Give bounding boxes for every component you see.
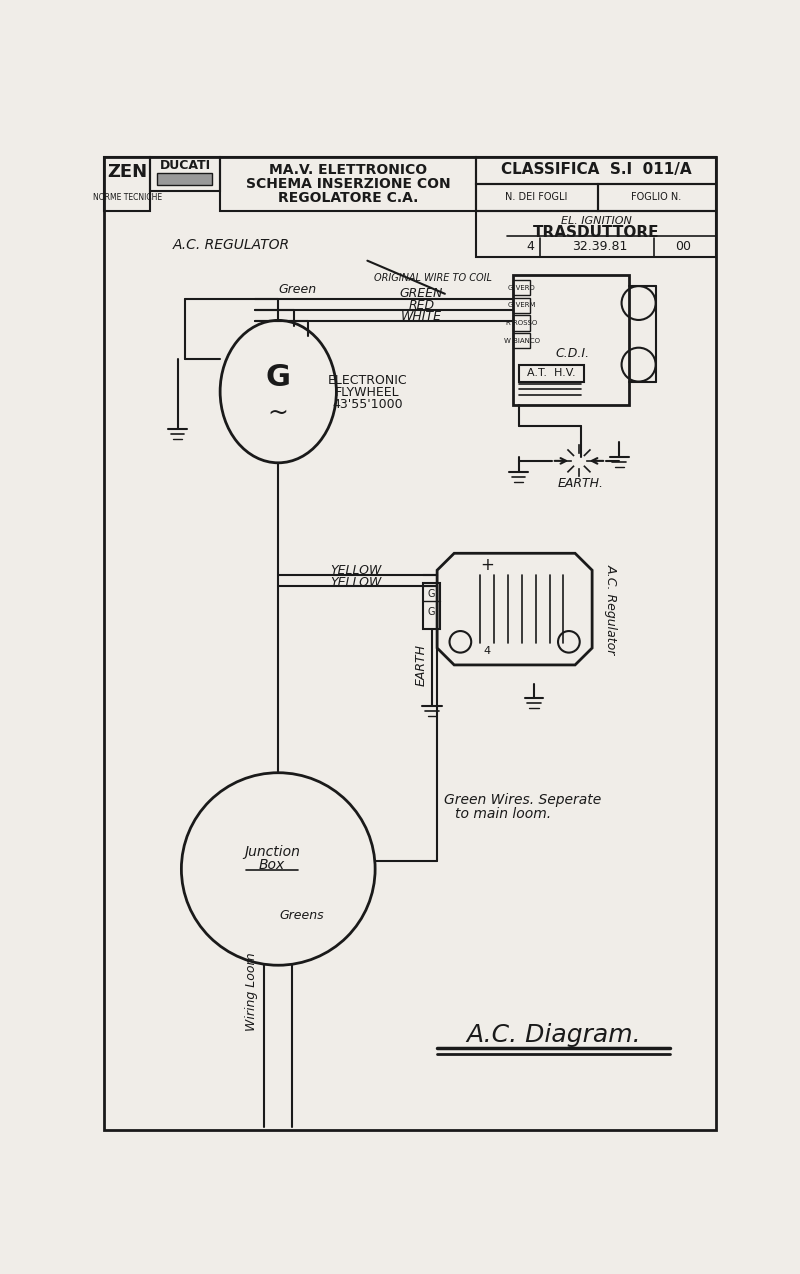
Bar: [513, 280, 530, 296]
Text: G: G: [428, 606, 435, 617]
Text: Greens: Greens: [279, 908, 324, 921]
Text: A.C. REGULATOR: A.C. REGULATOR: [173, 238, 290, 252]
Bar: [513, 333, 530, 349]
Text: G VERM: G VERM: [508, 302, 535, 308]
Text: EL. IGNITION: EL. IGNITION: [561, 215, 631, 225]
Text: MA.V. ELETTRONICO: MA.V. ELETTRONICO: [269, 163, 427, 177]
Text: FLYWHEEL: FLYWHEEL: [335, 386, 400, 399]
Text: REGOLATORE C.A.: REGOLATORE C.A.: [278, 191, 418, 205]
Text: RED: RED: [409, 299, 434, 312]
Bar: [220, 157, 476, 210]
Text: G: G: [428, 589, 435, 599]
Text: Wiring Loom: Wiring Loom: [245, 953, 258, 1032]
Text: SCHEMA INSERZIONE CON: SCHEMA INSERZIONE CON: [246, 177, 450, 191]
Text: C.D.I.: C.D.I.: [556, 347, 590, 359]
Text: EARTH.: EARTH.: [558, 478, 603, 490]
Text: TRASDUTTORE: TRASDUTTORE: [533, 224, 659, 240]
Bar: [476, 157, 716, 183]
Text: Box: Box: [259, 859, 285, 873]
Bar: [104, 157, 150, 210]
Text: YELLOW: YELLOW: [330, 563, 382, 577]
Bar: [518, 364, 584, 382]
Text: CLASSIFICA  S.I  011/A: CLASSIFICA S.I 011/A: [501, 162, 691, 177]
Text: YELLOW: YELLOW: [330, 576, 382, 589]
Text: A.T.  H.V.: A.T. H.V.: [526, 368, 575, 378]
Bar: [476, 210, 716, 257]
Text: EARTH: EARTH: [415, 643, 428, 685]
Text: GREEN: GREEN: [400, 288, 443, 301]
Text: R ROSSO: R ROSSO: [506, 320, 538, 326]
Bar: [513, 298, 530, 313]
Text: NORME TECNICHE: NORME TECNICHE: [93, 194, 162, 203]
Text: ELECTRONIC: ELECTRONIC: [327, 373, 407, 386]
Text: WHITE: WHITE: [401, 311, 442, 324]
Text: 4: 4: [484, 646, 491, 656]
Text: 32.39.81: 32.39.81: [572, 240, 627, 252]
Text: A.C. Diagram.: A.C. Diagram.: [466, 1023, 641, 1046]
Text: Junction: Junction: [244, 845, 300, 859]
Text: 43'55'1000: 43'55'1000: [332, 399, 402, 412]
Text: N. DEI FOGLI: N. DEI FOGLI: [505, 192, 567, 201]
Text: 00: 00: [675, 240, 691, 252]
Text: A.C. Regulator: A.C. Regulator: [605, 563, 618, 654]
Bar: [513, 316, 530, 331]
Bar: [150, 157, 220, 191]
Text: DUCATI: DUCATI: [160, 159, 211, 172]
Text: ZEN: ZEN: [107, 163, 147, 181]
Bar: [513, 274, 630, 405]
Bar: [598, 183, 716, 210]
Text: ORIGINAL WIRE TO COIL: ORIGINAL WIRE TO COIL: [374, 274, 492, 283]
Text: G VERD: G VERD: [508, 284, 535, 290]
Bar: [157, 173, 212, 185]
Text: FOGLIO N.: FOGLIO N.: [631, 192, 682, 201]
Text: to main loom.: to main loom.: [455, 806, 551, 820]
Text: Green Wires. Seperate: Green Wires. Seperate: [444, 792, 601, 806]
Text: ~: ~: [268, 401, 289, 426]
Text: 4: 4: [526, 240, 534, 252]
Bar: [423, 582, 440, 629]
Text: Green: Green: [278, 283, 317, 297]
Text: G: G: [266, 363, 290, 392]
Text: W BIANCO: W BIANCO: [504, 338, 539, 344]
Bar: [476, 183, 598, 210]
Text: +: +: [481, 555, 494, 573]
